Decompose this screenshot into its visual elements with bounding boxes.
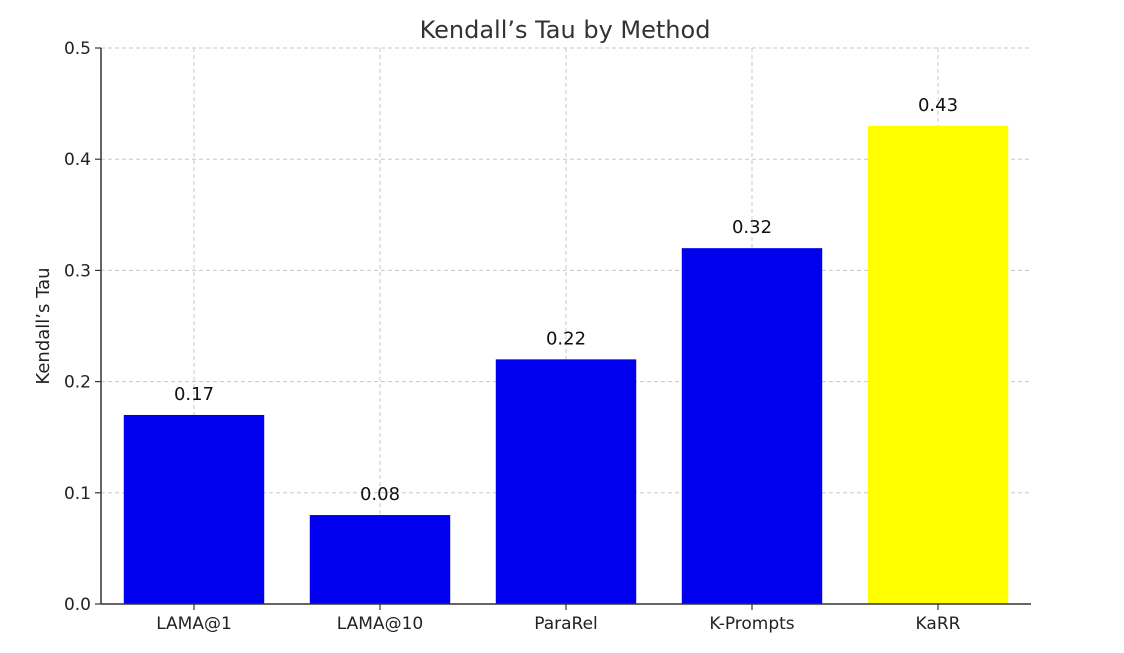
data-label: 0.43 [918, 95, 958, 116]
data-label: 0.17 [174, 384, 214, 405]
bar-lama-10 [309, 515, 451, 604]
bar-karr [867, 125, 1009, 604]
y-tick-label: 0.3 [64, 261, 91, 281]
data-label: 0.22 [546, 328, 586, 349]
y-axis-title: Kendall’s Tau [33, 267, 54, 384]
x-tick-label: ParaRel [534, 614, 598, 634]
label-layer: 0.17 0.08 0.22 0.32 0.43 [174, 95, 958, 505]
y-tick-label: 0.5 [64, 39, 91, 59]
x-tick-label: KaRR [916, 614, 961, 634]
x-tick-label: K-Prompts [709, 614, 794, 634]
data-label: 0.08 [360, 484, 400, 505]
y-tick-label: 0.1 [64, 484, 91, 504]
chart-title: Kendall’s Tau by Method [420, 16, 711, 44]
y-tick-label: 0.4 [64, 150, 91, 170]
bar-layer [123, 125, 1009, 604]
x-tick-label: LAMA@1 [156, 614, 232, 634]
y-tick-label: 0.0 [64, 595, 91, 615]
bar-k-prompts [681, 248, 823, 604]
axis-layer: 0.0 0.1 0.2 0.3 0.4 0.5 LAMA@1 LAMA@10 ParaRel K-… [64, 39, 1031, 634]
y-tick-label: 0.2 [64, 373, 91, 393]
data-label: 0.32 [732, 217, 772, 238]
x-tick-label: LAMA@10 [337, 614, 423, 634]
bar-pararel [495, 359, 637, 604]
bar-lama-1 [123, 414, 265, 604]
